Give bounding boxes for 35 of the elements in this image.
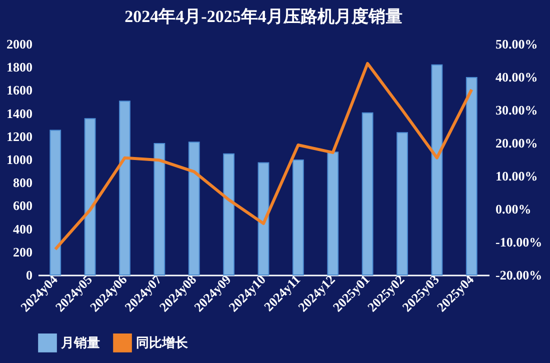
y-tick-label: 400 [13, 221, 32, 236]
y-tick-label: 1800 [6, 60, 32, 75]
y2-tick-label: 30.00% [496, 102, 538, 118]
line-series [54, 62, 474, 251]
bar [396, 132, 408, 276]
y2-tick-label: 0.00% [496, 202, 532, 216]
bar [223, 153, 235, 276]
bar [50, 130, 62, 276]
bar [466, 76, 478, 276]
y-tick-label: 2000 [6, 36, 32, 52]
bar [258, 162, 270, 276]
y2-tick-label: 10.00% [496, 168, 538, 184]
y2-tick-label: 50.00% [496, 36, 538, 52]
legend-label: 同比增长 [136, 334, 189, 350]
y-tick-label: 200 [13, 244, 32, 260]
legend-label: 月销量 [60, 334, 100, 350]
y-tick-label: 1000 [6, 152, 32, 167]
y2-tick-label: 40.00% [496, 70, 538, 84]
bar [431, 64, 443, 276]
bar [362, 112, 374, 276]
y2-tick-label: 20.00% [496, 136, 538, 150]
bar [84, 118, 96, 276]
bar [292, 159, 304, 276]
bar [327, 152, 339, 276]
y2-tick-label: -20.00% [496, 268, 542, 282]
bar [119, 100, 130, 276]
y-tick-label: 600 [13, 198, 32, 214]
y-tick-label: 1600 [6, 82, 32, 98]
bar [188, 142, 200, 276]
y-tick-label: 1200 [6, 128, 32, 144]
chart-title: 2024年4月-2025年4月压路机月度销量 [124, 7, 402, 26]
y2-tick-label: -10.00% [496, 234, 542, 250]
y-tick-label: 1400 [6, 106, 32, 121]
bar [154, 143, 166, 276]
y-tick-label: 800 [13, 175, 32, 190]
